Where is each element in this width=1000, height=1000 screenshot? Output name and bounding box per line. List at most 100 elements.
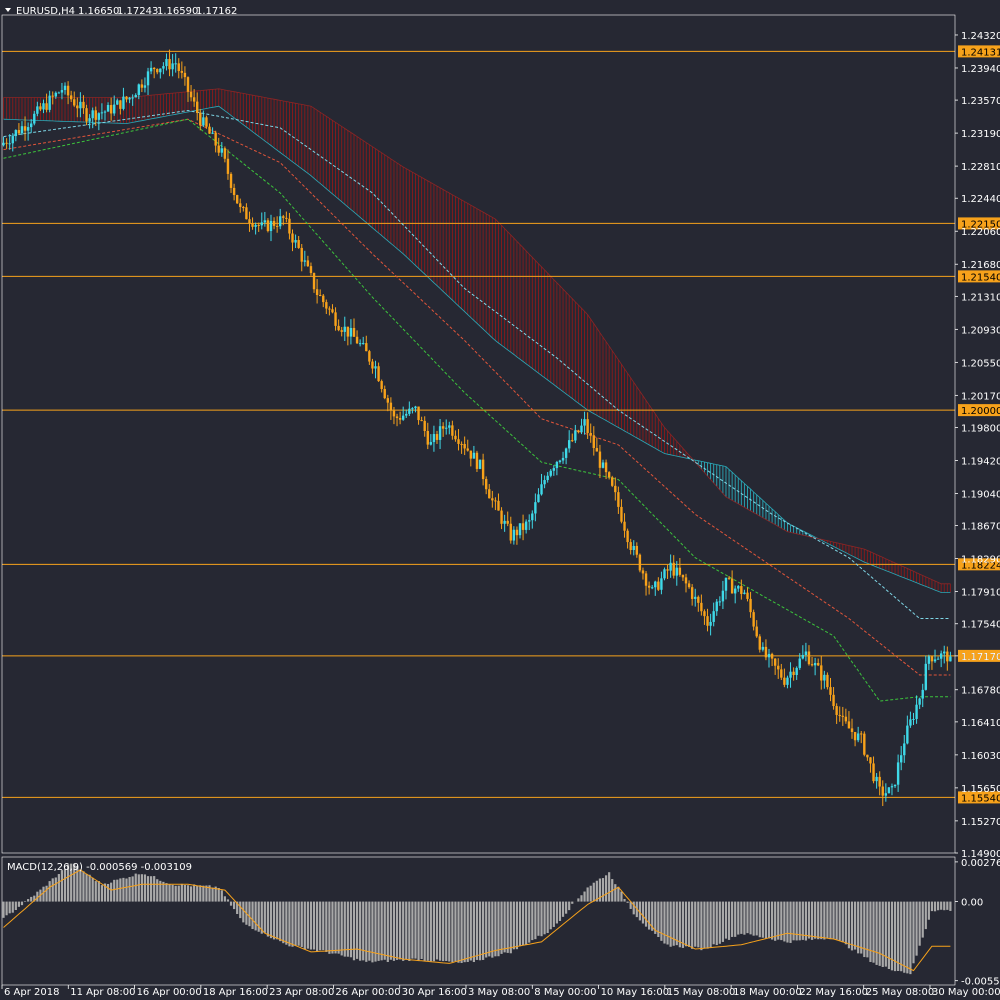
candle-body (500, 510, 503, 524)
candle-body (266, 220, 270, 232)
candle-body (192, 97, 196, 102)
candle-body (174, 63, 177, 65)
candle-body (340, 330, 343, 332)
candle-body (285, 217, 288, 219)
candle-body (924, 663, 927, 690)
candle-body (558, 460, 562, 462)
candle-body (795, 667, 798, 675)
candle-body (853, 731, 857, 741)
candle-body (248, 219, 251, 224)
candle-body (208, 126, 211, 134)
candle-body (531, 513, 534, 521)
candle-body (466, 448, 469, 451)
candle-body (405, 413, 408, 416)
candle-body (721, 590, 725, 602)
candle-body (690, 587, 694, 599)
candle-body (398, 418, 402, 420)
candle-body (288, 218, 291, 234)
level-price: 1.20000 (961, 406, 1000, 417)
macd-signal-line (3, 869, 951, 972)
candle-body (11, 136, 14, 144)
candle-body (91, 110, 94, 119)
level-price: 1.21540 (961, 272, 1000, 283)
candle-body (755, 626, 758, 637)
candle-body (100, 112, 104, 114)
candle-body (223, 148, 227, 159)
candle-body (521, 523, 525, 530)
price-axis: 1.24320 1.23940 1.23570 1.23190 1.22810 1.224… (1, 14, 1000, 986)
candle-body (371, 361, 374, 369)
candle-body (528, 520, 531, 522)
candle-body (325, 302, 328, 309)
candle-body (515, 529, 519, 536)
candle-body (362, 343, 365, 345)
price-tick-label: 1.17540 (961, 620, 1000, 631)
candle-body (933, 659, 937, 662)
candle-body (654, 581, 657, 588)
close-value: 1.17162 (196, 6, 237, 17)
candle-body (42, 103, 45, 110)
candle-body (807, 651, 811, 665)
candle-body (257, 224, 260, 226)
candle-body (709, 621, 712, 626)
candle-body (949, 656, 952, 662)
candle-body (687, 583, 691, 588)
candle-body (282, 216, 285, 218)
moving-averages (3, 109, 951, 702)
candle-body (14, 130, 18, 137)
level-tag (958, 791, 1000, 804)
candle-body (312, 273, 316, 290)
candle-body (592, 435, 595, 449)
candle-body (165, 58, 168, 67)
time-tick-label: 11 Apr 08:00 (70, 987, 135, 998)
candle-body (804, 651, 808, 655)
candle-body (703, 611, 706, 617)
candle-body (435, 434, 439, 440)
price-tick-label: 1.19800 (961, 423, 1000, 434)
candle-body (503, 520, 506, 524)
candle-body (131, 97, 134, 99)
candle-body (97, 113, 101, 120)
candle-body (392, 410, 396, 417)
candle-body (377, 366, 380, 382)
candle-body (448, 425, 451, 428)
macd-panel-frame (1, 856, 956, 986)
ma-cyan-line (3, 109, 951, 619)
candle-body (881, 786, 884, 796)
candle-body (614, 485, 617, 493)
price-tick-label: 1.21310 (961, 292, 1000, 303)
macd-tick-label: -0.00550 (961, 977, 1000, 988)
candle-body (232, 187, 236, 196)
level-tag (958, 45, 1000, 58)
candle-body (177, 63, 180, 71)
candle-body (211, 132, 214, 134)
candle-body (368, 351, 371, 362)
candle-body (936, 658, 940, 660)
candle-body (383, 389, 386, 399)
time-axis: 6 Apr 2018 11 Apr 08:00 16 Apr 00:00 18 Apr… (1, 985, 1000, 998)
candle-body (109, 105, 113, 114)
candle-body (875, 776, 878, 782)
time-tick-label: 25 May 08:00 (866, 987, 935, 998)
candle-body (457, 439, 460, 444)
time-tick-label: 6 Apr 2018 (4, 987, 59, 998)
candle-body (574, 430, 577, 441)
candle-body (644, 573, 648, 586)
candle-body (930, 656, 934, 662)
candle-body (254, 224, 257, 227)
time-tick-label: 10 May 16:00 (601, 987, 670, 998)
candle-body (737, 586, 740, 589)
candle-body (567, 440, 571, 449)
candle-body (740, 586, 743, 594)
candle-body (491, 498, 494, 501)
dropdown-triangle-icon[interactable] (5, 8, 11, 12)
candle-body (518, 523, 522, 536)
candle-body (260, 222, 263, 226)
candle-body (697, 596, 700, 603)
candle-body (743, 592, 746, 594)
candle-body (146, 71, 150, 86)
candle-body (152, 67, 156, 70)
candle-body (580, 425, 583, 433)
